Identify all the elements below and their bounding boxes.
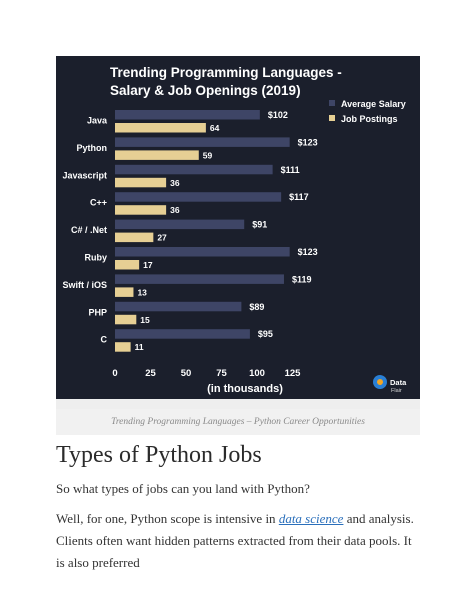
bar-chart: Trending Programming Languages - Salary … [62,65,407,395]
bar-average-salary [115,219,245,230]
category-label: Swift / iOS [62,280,107,290]
x-tick-label: 125 [285,368,302,379]
bar-job-postings [115,123,206,133]
x-tick-label: 50 [181,368,192,379]
bar-label-average-salary: $119 [292,274,312,284]
category-label: PHP [88,307,107,317]
bar-average-salary [115,192,282,202]
bar-label-job-postings: 64 [210,123,220,133]
bar-average-salary [115,164,273,175]
bar-label-average-salary: $89 [249,302,264,312]
bar-label-job-postings: 36 [170,178,180,188]
bar-job-postings [115,314,137,325]
data-science-link[interactable]: data science [278,511,344,526]
x-tick-label: 25 [145,368,156,379]
bar-job-postings [115,232,154,243]
dataflair-logo: Data Flair [373,375,407,394]
paragraph-2-text-after: and analysis. Clients often want hidden … [56,511,414,570]
category-label: Javascript [62,170,107,180]
bar-job-postings [115,342,131,352]
bar-label-job-postings: 36 [170,205,180,215]
caption-box: Trending Programming Languages – Python … [56,409,420,435]
x-axis-label: (in thousands) [207,383,283,395]
chart-figure: Trending Programming Languages - Salary … [56,56,420,399]
bar-label-average-salary: $117 [289,192,309,202]
bar-label-average-salary: $95 [258,329,273,339]
bar-job-postings [115,287,134,297]
legend-label-job-postings: Job Postings [341,114,398,124]
bar-average-salary [115,247,290,257]
category-label: C++ [90,198,107,208]
category-label: C [101,335,108,345]
paragraph-2: Well, for one, Python scope is intensive… [56,508,420,574]
legend-swatch-average-salary [329,100,335,106]
bar-job-postings [115,177,167,188]
bar-average-salary [115,301,242,312]
bar-label-job-postings: 13 [137,287,147,297]
dataflair-logo-dot [377,379,383,385]
category-label: Python [77,143,108,153]
category-label: Ruby [85,253,108,263]
bar-label-job-postings: 59 [203,150,213,160]
bar-average-salary [115,274,284,284]
category-label: C# / .Net [71,225,107,235]
bar-label-job-postings: 11 [135,342,144,352]
bar-label-average-salary: $123 [298,137,318,147]
chart-legend: Average Salary Job Postings [329,99,406,124]
x-tick-label: 0 [112,368,117,379]
bar-job-postings [115,150,199,160]
bars [115,110,290,352]
x-tick-label: 75 [216,368,227,379]
x-tick-label: 100 [249,368,265,379]
bar-label-job-postings: 15 [140,315,150,325]
section-heading: Types of Python Jobs [56,442,262,468]
category-labels: Java Python Javascript C++ C# / .Net Ruby Swif… [62,116,108,345]
bar-average-salary [115,329,250,339]
legend-label-average-salary: Average Salary [341,99,406,109]
watermark-text-2: Flair [391,388,402,394]
bar-label-average-salary: $91 [252,220,267,230]
value-labels: $102 64 $123 59 $111 36 $117 36 $91 27 $123 17 $119 1… [135,110,318,352]
figure-caption: Trending Programming Languages – Python … [111,417,365,427]
bar-average-salary [115,110,260,120]
chart-title-line-1: Trending Programming Languages - [110,65,342,80]
category-label: Java [87,116,108,126]
bar-job-postings [115,260,140,270]
bar-average-salary [115,137,290,147]
bar-label-average-salary: $102 [268,110,288,120]
watermark-text: Data [390,378,407,387]
legend-swatch-job-postings [329,115,335,121]
chart-title-line-2: Salary & Job Openings (2019) [110,83,301,98]
bar-label-job-postings: 17 [143,260,153,270]
bar-label-average-salary: $123 [298,247,318,257]
bar-label-average-salary: $111 [281,165,300,175]
bar-label-job-postings: 27 [157,233,167,243]
bar-job-postings [115,205,167,215]
paragraph-1: So what types of jobs can you land with … [56,481,310,496]
figure-divider [56,399,420,409]
paragraph-2-text-before: Well, for one, Python scope is intensive… [56,511,279,526]
x-axis-ticks: 0 25 50 75 100 125 [112,368,301,379]
